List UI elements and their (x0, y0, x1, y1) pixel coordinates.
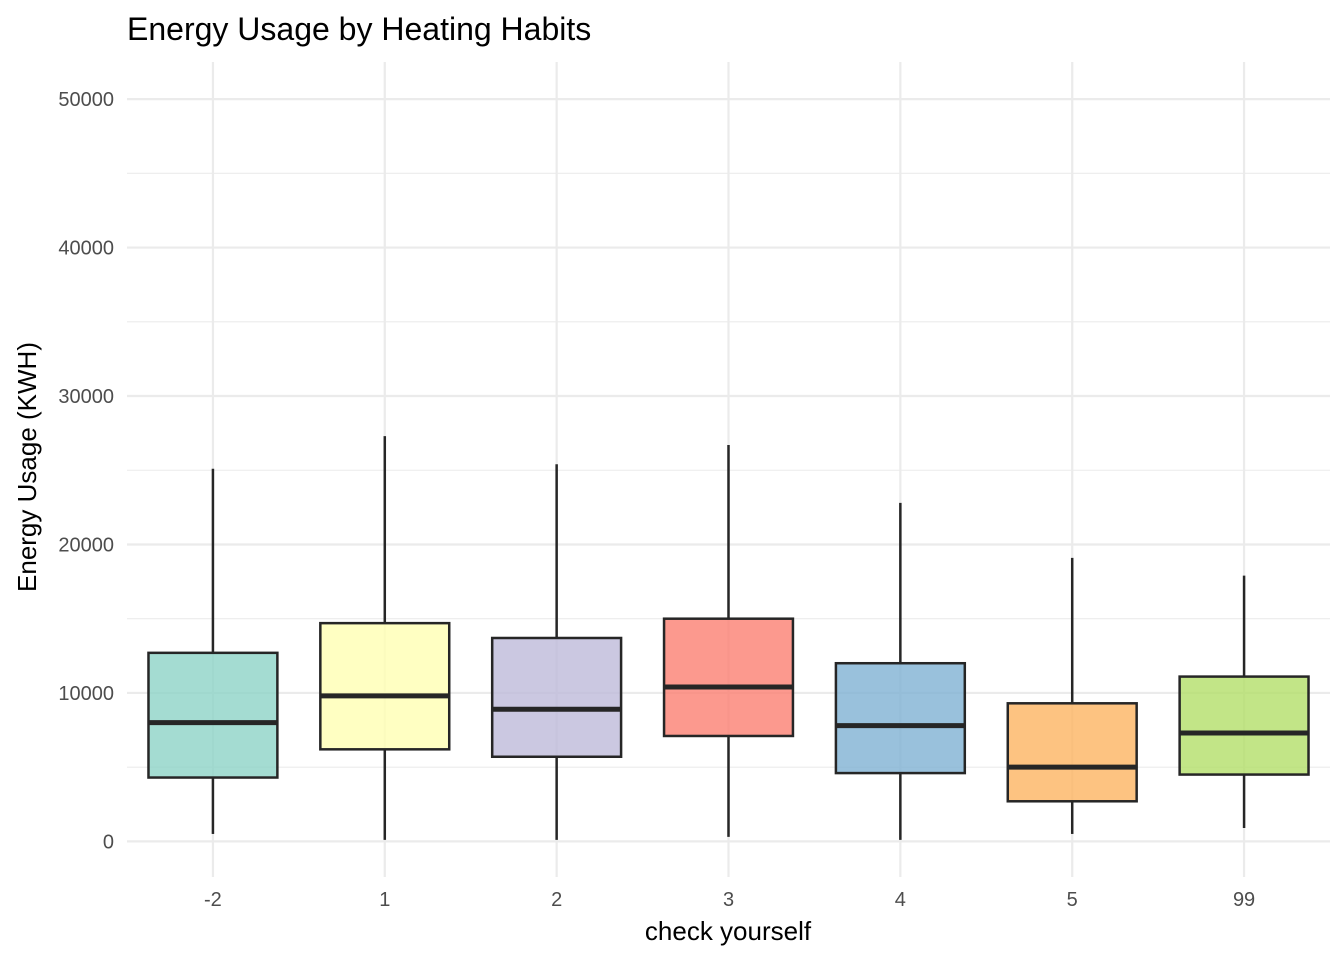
y-tick-label: 30000 (58, 386, 114, 408)
x-tick-label: 2 (551, 889, 562, 911)
y-tick-label: 0 (103, 831, 114, 853)
box--2 (147, 468, 279, 834)
y-tick-label: 40000 (58, 238, 114, 260)
box-body (1178, 675, 1310, 776)
chart-title: Energy Usage by Heating Habits (127, 11, 591, 47)
box-3 (662, 445, 795, 837)
box-4 (834, 502, 967, 840)
y-axis-ticks: 0 10000 20000 30000 40000 50000 (58, 89, 114, 853)
x-tick-label: 4 (895, 889, 906, 911)
x-tick-label: -2 (204, 889, 222, 911)
y-tick-label: 50000 (58, 89, 114, 111)
boxplots (147, 436, 1310, 840)
y-axis-title: Energy Usage (KWH) (12, 342, 42, 592)
y-tick-label: 20000 (58, 534, 114, 556)
x-axis-ticks: -2 1 2 3 4 5 99 (204, 889, 1255, 911)
x-tick-label: 3 (723, 889, 734, 911)
x-axis-title: check yourself (645, 916, 812, 946)
box-body (490, 636, 623, 759)
x-tick-label: 1 (379, 889, 390, 911)
box-2 (490, 464, 623, 840)
y-tick-label: 10000 (58, 683, 114, 705)
box-body (319, 621, 451, 751)
box-1 (319, 436, 451, 840)
box-body (662, 617, 795, 738)
box-99 (1178, 575, 1310, 829)
x-tick-label: 99 (1233, 889, 1255, 911)
box-5 (1006, 557, 1138, 834)
x-tick-label: 5 (1067, 889, 1078, 911)
box-body (1006, 702, 1138, 803)
box-body (147, 651, 279, 779)
box-body (834, 661, 967, 775)
